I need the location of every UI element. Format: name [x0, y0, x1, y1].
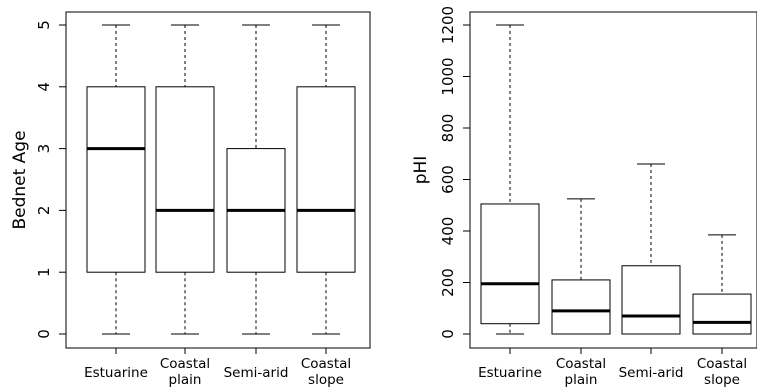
y-tick-label: 0	[35, 329, 53, 339]
y-tick-label: 1	[35, 267, 53, 277]
y-axis-label: pHI	[411, 156, 431, 185]
x-category-label-line: Semi-arid	[619, 365, 684, 381]
iqr-box	[692, 293, 752, 335]
x-category-label-line: Semi-arid	[224, 365, 289, 381]
x-category-label-line: plain	[169, 372, 202, 388]
x-category-label: Estuarine	[84, 365, 148, 381]
y-tick-label: 2	[35, 206, 53, 216]
x-category-label: Semi-arid	[224, 365, 289, 381]
y-tick-label: 1000	[439, 57, 457, 95]
y-tick-label: 200	[439, 268, 457, 297]
iqr-box	[551, 279, 611, 335]
box-coastal-slope	[296, 24, 356, 335]
box-estuarine	[480, 24, 540, 335]
x-category-label: Semi-arid	[619, 365, 684, 381]
y-axis-label: Bednet Age	[10, 130, 30, 229]
plot-frame	[65, 11, 371, 349]
y-tick-label: 800	[439, 114, 457, 143]
x-category-label-line: plain	[565, 372, 598, 388]
y-tick-label: 4	[35, 82, 53, 92]
box-semi-arid	[226, 24, 286, 335]
x-category-label-line: Coastal	[697, 356, 747, 372]
y-tick-label: 0	[439, 329, 457, 339]
box-coastal-plain	[551, 198, 611, 335]
x-category-label-line: Coastal	[556, 356, 606, 372]
iqr-box	[86, 86, 146, 273]
box-coastal-plain	[155, 24, 215, 335]
y-tick-label: 5	[35, 20, 53, 30]
x-category-label-line: Coastal	[160, 356, 210, 372]
x-category-label: Coastal slope	[697, 356, 747, 388]
x-category-label: Coastal plain	[160, 356, 210, 388]
y-tick-label: 3	[35, 144, 53, 154]
y-tick-label: 400	[439, 217, 457, 246]
iqr-box	[296, 86, 356, 273]
box-coastal-slope	[692, 234, 752, 335]
x-category-label: Estuarine	[478, 365, 542, 381]
x-category-label-line: slope	[308, 372, 344, 388]
x-category-label: Coastal plain	[556, 356, 606, 388]
iqr-box	[480, 203, 540, 325]
x-category-label: Coastal slope	[301, 356, 351, 388]
iqr-box	[621, 265, 681, 335]
x-category-label-line: Estuarine	[478, 365, 542, 381]
iqr-box	[155, 86, 215, 273]
x-category-label-line: slope	[704, 372, 740, 388]
x-category-label-line: Estuarine	[84, 365, 148, 381]
x-category-label-line: Coastal	[301, 356, 351, 372]
box-semi-arid	[621, 163, 681, 335]
box-estuarine	[86, 24, 146, 335]
phi-panel: 0 200 400 600 800 1000 1200 pHI Estuarine Coastal…	[411, 6, 757, 388]
y-tick-label: 1200	[439, 6, 457, 44]
y-tick-label: 600	[439, 165, 457, 194]
